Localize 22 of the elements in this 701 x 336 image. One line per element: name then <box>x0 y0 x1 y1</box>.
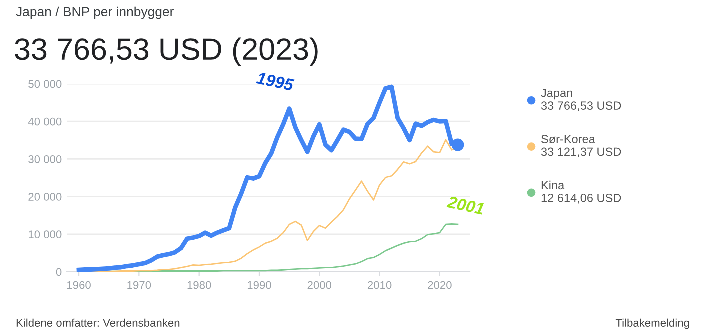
annotation: 2001 <box>446 196 485 216</box>
chart-title: 33 766,53 USD (2023) <box>15 38 318 66</box>
y-tick-label: 0 <box>56 268 62 276</box>
text: Tilbakemelding <box>616 318 690 330</box>
y-tick-label: 50 000 <box>28 80 62 88</box>
y-tick-label: 40 000 <box>28 118 62 126</box>
y-tick-label: 10 000 <box>29 230 62 239</box>
legend-label: Kina 12 614,06 USD <box>542 180 622 204</box>
text: Kildene omfatter: Verdensbanken <box>16 318 180 327</box>
annotation: 1995 <box>256 72 295 92</box>
x-tick-label: 1990 <box>248 281 272 290</box>
y-tick-label: 20 000 <box>28 193 62 201</box>
x-tick-label: 1960 <box>68 281 91 290</box>
y-tick-label: 30 000 <box>28 155 62 164</box>
x-tick-label: 2000 <box>308 281 332 290</box>
legend-label: Sør-Korea 33 121,37 USD <box>541 135 622 158</box>
legend-label: Japan 33 766,53 USD <box>541 89 622 112</box>
x-tick-label: 2010 <box>368 281 392 290</box>
x-tick-label: 1970 <box>128 281 152 290</box>
x-tick-label: 2020 <box>428 281 452 290</box>
chart-subtitle: Japan / BNP per innbygger <box>16 6 174 20</box>
x-tick-label: 1980 <box>188 281 212 290</box>
